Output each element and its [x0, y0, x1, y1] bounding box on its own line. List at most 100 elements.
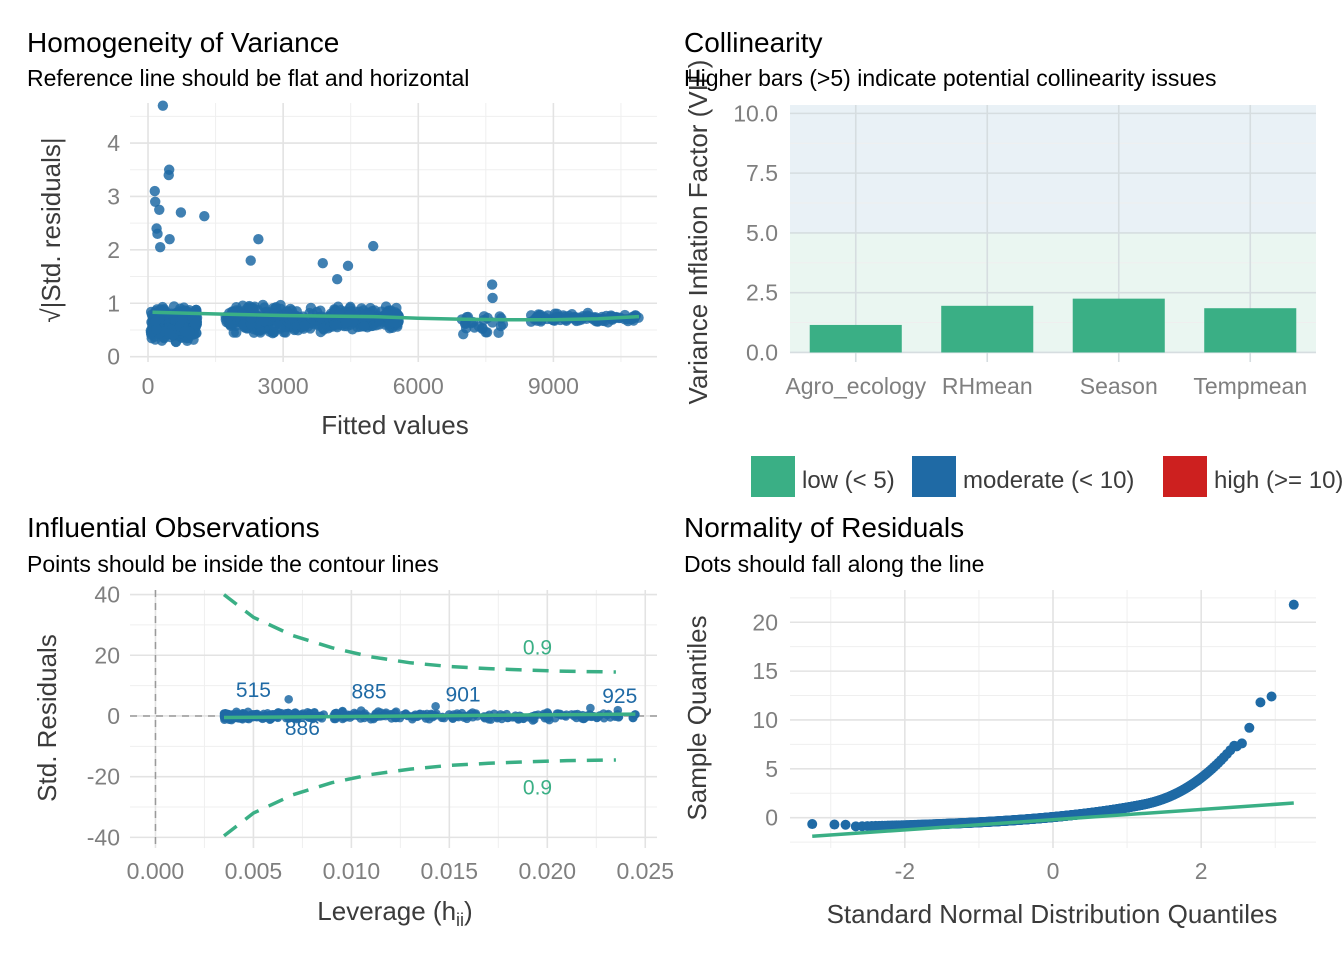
residual-point — [388, 316, 399, 328]
point-annotation: 0.9 — [523, 776, 552, 799]
y-tick-label: 5 — [765, 756, 778, 782]
influence-y-ticks: -40 -20 0 20 40 — [87, 582, 120, 851]
collinearity-bars — [809, 298, 1297, 353]
x-tick-label: 0 — [1047, 858, 1060, 884]
residual-point-outlier — [368, 240, 379, 252]
x-tick-label: RHmean — [942, 373, 1033, 399]
homogeneity-x-ticks: 0 3000 6000 9000 — [142, 373, 579, 399]
collinearity-grid — [790, 105, 1316, 362]
influence-point-outlier — [586, 703, 595, 713]
influence-x-label-end: ) — [464, 896, 473, 926]
y-tick-label: 2 — [107, 237, 120, 263]
residual-point — [150, 315, 162, 327]
x-tick-label: -2 — [895, 858, 915, 884]
qq-point-tail — [1231, 741, 1242, 752]
influence-point-outlier — [284, 694, 293, 704]
y-tick-label: 3 — [107, 183, 120, 209]
residual-point — [189, 318, 201, 330]
x-tick-label: 0.015 — [421, 858, 479, 884]
y-tick-label: 1 — [107, 290, 120, 316]
x-tick-label: 6000 — [393, 373, 444, 399]
qq-point-tail — [1288, 599, 1299, 610]
legend-label-low: low (< 5) — [802, 467, 895, 494]
normality-x-ticks: -2 0 2 — [895, 858, 1208, 884]
qq-point-tail — [840, 819, 851, 830]
x-tick-label: 0.000 — [127, 858, 185, 884]
y-tick-label: 20 — [752, 609, 778, 635]
panel-normality: Normality of Residuals Dots should fall … — [682, 512, 1316, 929]
residual-point-outlier — [149, 185, 160, 197]
residual-point — [255, 327, 266, 338]
influence-cook-contour-upper — [222, 593, 616, 674]
qq-point-tail — [807, 819, 818, 830]
x-tick-label: 0.025 — [616, 858, 674, 884]
residual-point — [270, 302, 282, 313]
collinearity-legend: low (< 5) moderate (< 10) high (>= 10) — [751, 456, 1343, 497]
normality-x-label: Standard Normal Distribution Quantiles — [827, 899, 1278, 929]
x-tick-label: 0.005 — [225, 858, 283, 884]
influence-x-ticks: 0.000 0.005 0.010 0.015 0.020 0.025 — [127, 858, 674, 884]
vif-bar — [809, 324, 902, 353]
normality-y-label: Sample Quantiles — [682, 615, 712, 820]
normality-grid — [790, 590, 1316, 848]
qq-point-tail — [1255, 697, 1266, 708]
normality-qq-line — [812, 801, 1294, 839]
homogeneity-grid — [130, 103, 657, 362]
collinearity-title: Collinearity — [684, 27, 823, 58]
residual-point — [495, 320, 507, 332]
y-tick-label: 20 — [94, 642, 120, 668]
influence-x-label: Leverage (hii) — [317, 896, 472, 930]
point-annotation: 515 — [236, 679, 271, 702]
residual-point-outlier — [253, 233, 264, 245]
residual-point — [374, 319, 385, 330]
influence-point — [486, 715, 496, 724]
legend-swatch-high — [1163, 456, 1207, 497]
residual-point-outlier — [487, 292, 498, 304]
y-tick-label: 40 — [94, 582, 120, 608]
normality-y-ticks: 0 5 10 15 20 — [752, 609, 778, 830]
residual-point-outlier — [317, 258, 328, 269]
qq-point-tail — [1266, 691, 1277, 702]
influence-smooth-line — [223, 712, 636, 720]
panel-homogeneity: Homogeneity of Variance Reference line s… — [27, 27, 657, 440]
qq-point-tail — [1244, 722, 1255, 733]
point-annotation: 886 — [285, 717, 320, 740]
y-tick-label: 2.5 — [746, 280, 778, 306]
residual-point-outlier — [163, 169, 174, 181]
y-tick-label: 0 — [107, 703, 120, 729]
normality-subtitle: Dots should fall along the line — [684, 551, 984, 577]
residual-point-outlier — [157, 100, 169, 111]
collinearity-x-ticks: Agro_ecology RHmean Season Tempmean — [785, 373, 1307, 399]
residual-point — [163, 328, 175, 339]
collinearity-band-moderate — [790, 105, 1316, 233]
influence-point-outlier — [631, 710, 640, 719]
y-tick-label: 0 — [765, 805, 778, 831]
point-annotation: 925 — [602, 685, 637, 708]
residual-point-outlier — [154, 241, 166, 253]
influence-point-outlier — [613, 705, 623, 715]
legend-label-high: high (>= 10) — [1214, 467, 1343, 494]
collinearity-subtitle: Higher bars (>5) indicate potential coll… — [684, 65, 1216, 91]
homogeneity-y-ticks: 0 1 2 3 4 — [107, 130, 120, 370]
x-tick-label: 3000 — [258, 373, 309, 399]
y-tick-label: 4 — [107, 130, 120, 156]
homogeneity-smooth-line — [152, 310, 640, 322]
residual-point-outlier — [199, 211, 210, 222]
x-tick-label: 9000 — [528, 373, 579, 399]
residual-point — [179, 326, 191, 337]
homogeneity-y-label: √|Std. residuals| — [36, 137, 66, 322]
y-tick-label: 0 — [107, 344, 120, 370]
residual-point — [258, 315, 269, 327]
y-tick-label: -40 — [87, 824, 120, 850]
x-tick-label: Season — [1080, 373, 1158, 399]
residual-point — [177, 313, 188, 325]
homogeneity-subtitle: Reference line should be flat and horizo… — [27, 65, 469, 91]
vif-bar — [941, 305, 1034, 353]
y-tick-label: 15 — [752, 658, 778, 684]
y-tick-label: 7.5 — [746, 160, 778, 186]
legend-swatch-low — [751, 456, 795, 497]
influence-subtitle: Points should be inside the contour line… — [27, 551, 439, 577]
legend-label-moderate: moderate (< 10) — [963, 467, 1134, 494]
influence-title: Influential Observations — [27, 512, 320, 543]
